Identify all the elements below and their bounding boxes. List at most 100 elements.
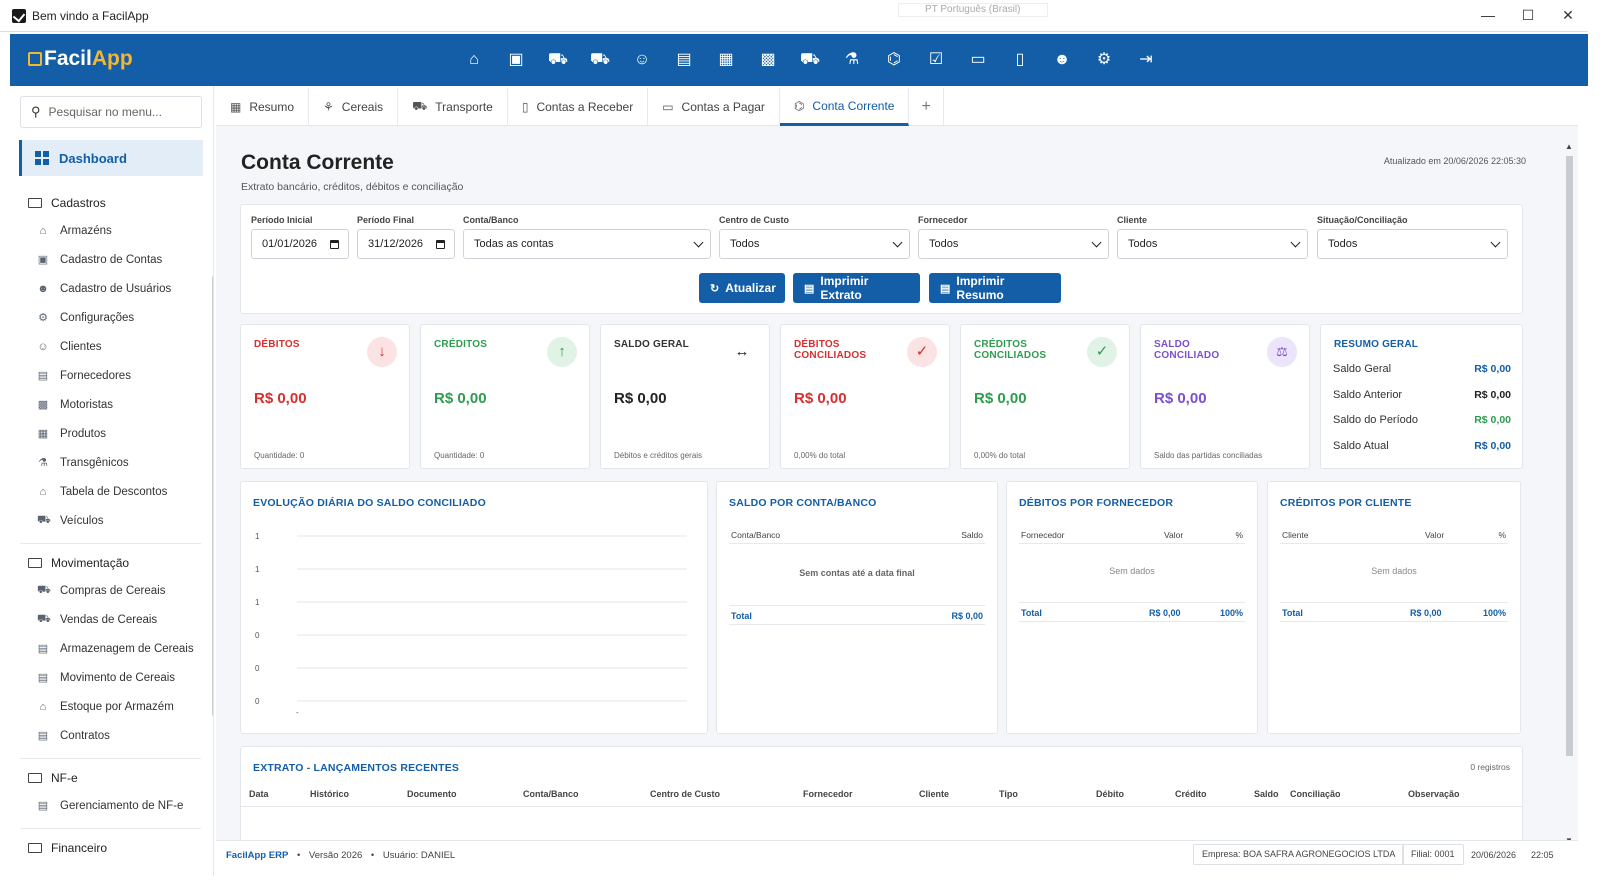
- periodo-final-label: Período Final: [357, 215, 415, 225]
- truck-icon[interactable]: ⛟: [799, 51, 821, 68]
- sidebar-item[interactable]: ⛟ Veículos: [37, 513, 104, 527]
- imprimir-resumo-button[interactable]: ▤ Imprimir Resumo: [929, 273, 1061, 303]
- search-input[interactable]: Pesquisar no menu...: [48, 105, 162, 119]
- sidebar-item[interactable]: ▦ Produtos: [37, 427, 107, 441]
- calendar-icon[interactable]: [436, 240, 445, 249]
- tab-4[interactable]: ▭ Contas a Pagar: [648, 88, 780, 126]
- tab-icon: ▦: [230, 100, 242, 114]
- cart-icon[interactable]: ⛟: [589, 51, 611, 68]
- menu-item-icon: ▣: [37, 254, 49, 266]
- sidebar-item[interactable]: ▤ Fornecedores: [37, 369, 131, 383]
- sidebar-item[interactable]: ⌂ Tabela de Descontos: [37, 477, 213, 506]
- add-tab-button[interactable]: +: [909, 88, 944, 126]
- extrato-col-header[interactable]: Conciliação: [1290, 789, 1341, 799]
- sidebar-item[interactable]: ▤ Armazenagem de Cereais: [37, 642, 194, 656]
- cliente-select[interactable]: Todos: [1117, 229, 1308, 259]
- brand-logo[interactable]: FacilApp: [28, 47, 133, 71]
- id-badge-icon[interactable]: ▩: [760, 51, 776, 68]
- sidebar-group-2[interactable]: NF-e: [28, 769, 213, 787]
- sidebar-item[interactable]: ▤ Gerenciamento de NF-e: [37, 799, 184, 813]
- tab-bar: ▦ Resumo ⚘ Cereais ⛟ Transporte ▯ Contas a Rece…: [216, 88, 1578, 126]
- periodo-inicial-input[interactable]: 01/01/2026: [251, 229, 349, 259]
- situacao-select[interactable]: Todos: [1317, 229, 1508, 259]
- panel-saldo-conta: SALDO POR CONTA/BANCO Conta/Banco Saldo S…: [716, 481, 998, 734]
- menu-item-icon: ⛟: [37, 612, 51, 625]
- extrato-col-header[interactable]: Crédito: [1175, 789, 1207, 799]
- atualizar-button[interactable]: ↻ Atualizar: [699, 273, 785, 303]
- conta-banco-select[interactable]: Todas as contas: [463, 229, 711, 259]
- sidebar-item[interactable]: ▤ Contratos: [37, 729, 110, 743]
- extrato-col-header[interactable]: Cliente: [919, 789, 950, 799]
- users-icon[interactable]: ☺: [633, 51, 651, 68]
- fornecedor-select[interactable]: Todos: [918, 229, 1109, 259]
- extrato-col-header[interactable]: Centro de Custo: [650, 789, 721, 799]
- scroll-thumb[interactable]: [1566, 156, 1573, 756]
- invoice-icon[interactable]: ▯: [1015, 51, 1025, 68]
- extrato-col-header[interactable]: Saldo: [1254, 789, 1279, 799]
- flask-icon[interactable]: ⚗: [844, 51, 860, 68]
- extrato-col-header[interactable]: Data: [249, 789, 269, 799]
- sidebar-item[interactable]: ⛟ Vendas de Cereais: [37, 612, 158, 626]
- resumo-row: Saldo Anterior R$ 0,00: [1333, 388, 1511, 401]
- chevron-down-icon: [1290, 237, 1301, 248]
- extrato-col-header[interactable]: Tipo: [999, 789, 1018, 799]
- status-date: 20/06/2026: [1471, 850, 1517, 860]
- sidebar-item[interactable]: ▩ Motoristas: [37, 398, 114, 412]
- periodo-final-input[interactable]: 31/12/2026: [357, 229, 455, 259]
- check-icon: ✓: [1087, 337, 1117, 367]
- scroll-up-icon[interactable]: ▲: [1565, 142, 1573, 151]
- tab-0[interactable]: ▦ Resumo: [216, 88, 310, 126]
- sidebar-group-0[interactable]: Cadastros: [28, 194, 213, 212]
- close-button[interactable]: ✕: [1562, 7, 1574, 23]
- sidebar-item[interactable]: ☻ Cadastro de Usuários: [37, 282, 172, 295]
- bank-icon[interactable]: ⌬: [887, 51, 901, 68]
- money-icon[interactable]: ▭: [970, 51, 986, 68]
- main-scrollbar[interactable]: ▲ ▼: [1564, 142, 1574, 852]
- tab-3[interactable]: ▯ Contas a Receber: [508, 88, 649, 126]
- sidebar-search[interactable]: ⚲ Pesquisar no menu...: [20, 96, 202, 128]
- checklist-icon[interactable]: ☑: [928, 51, 944, 68]
- top-navbar: FacilApp ⌂ ▣ ⛟ ⛟ ☺ ▤ ▦ ▩ ⛟ ⚗ ⌬ ☑ ▭ ▯ ☻ ⚙ ⇥: [10, 34, 1588, 86]
- sidebar-item[interactable]: ⛟ Compras de Cereais: [37, 583, 166, 597]
- wallet-icon[interactable]: ▣: [508, 51, 524, 68]
- sidebar-item-dashboard[interactable]: Dashboard: [19, 140, 203, 176]
- record-count: 0 registros: [1470, 762, 1510, 772]
- extrato-col-header[interactable]: Observação: [1408, 789, 1460, 799]
- clipboard-icon[interactable]: ▦: [718, 51, 734, 68]
- sidebar-item[interactable]: ⚙ Configurações: [38, 311, 135, 325]
- tab-5[interactable]: ⌬ Conta Corrente: [779, 88, 910, 126]
- centro-custo-select[interactable]: Todos: [719, 229, 910, 259]
- warehouse-icon[interactable]: ⌂: [469, 51, 479, 68]
- cart-plus-icon[interactable]: ⛟: [547, 51, 569, 68]
- sidebar-item[interactable]: ▤ Movimento de Cereais: [37, 671, 176, 685]
- user-cog-icon[interactable]: ☻: [1053, 51, 1071, 68]
- dashboard-icon: [35, 151, 49, 165]
- sidebar-scrollbar[interactable]: [212, 276, 213, 716]
- sidebar-item[interactable]: ⚗ Transgênicos: [38, 456, 129, 470]
- sidebar-item[interactable]: ▣ Cadastro de Contas: [37, 253, 163, 267]
- minimize-button[interactable]: —: [1481, 7, 1495, 23]
- receipt-icon[interactable]: ▤: [676, 51, 692, 68]
- tab-1[interactable]: ⚘ Cereais: [309, 88, 399, 126]
- sidebar-item[interactable]: ☺ Clientes: [37, 340, 102, 353]
- gear-icon[interactable]: ⚙: [1096, 51, 1112, 68]
- chevron-down-icon: [1490, 237, 1501, 248]
- imprimir-extrato-button[interactable]: ▤ Imprimir Extrato: [793, 273, 920, 303]
- extrato-col-header[interactable]: Histórico: [310, 789, 350, 799]
- sidebar-group-1[interactable]: Movimentação: [28, 554, 213, 572]
- sidebar-divider: [20, 543, 201, 544]
- tab-2[interactable]: ⛟ Transporte: [398, 88, 508, 126]
- logout-icon[interactable]: ⇥: [1139, 51, 1153, 68]
- extrato-col-header[interactable]: Fornecedor: [803, 789, 853, 799]
- sidebar-group-3[interactable]: Financeiro: [28, 839, 213, 857]
- extrato-col-header[interactable]: Documento: [407, 789, 457, 799]
- calendar-icon[interactable]: [330, 240, 339, 249]
- extrato-col-header[interactable]: Débito: [1096, 789, 1124, 799]
- page-subtitle: Extrato bancário, créditos, débitos e co…: [241, 181, 464, 193]
- balance-icon: ⚖: [1267, 337, 1297, 367]
- extrato-col-header[interactable]: Conta/Banco: [523, 789, 579, 799]
- language-indicator[interactable]: PT Português (Brasil): [898, 3, 1048, 17]
- sidebar-item[interactable]: ⌂ Armazéns: [37, 216, 213, 245]
- maximize-button[interactable]: ☐: [1521, 7, 1535, 23]
- sidebar-item[interactable]: ⌂ Estoque por Armazém: [37, 692, 213, 721]
